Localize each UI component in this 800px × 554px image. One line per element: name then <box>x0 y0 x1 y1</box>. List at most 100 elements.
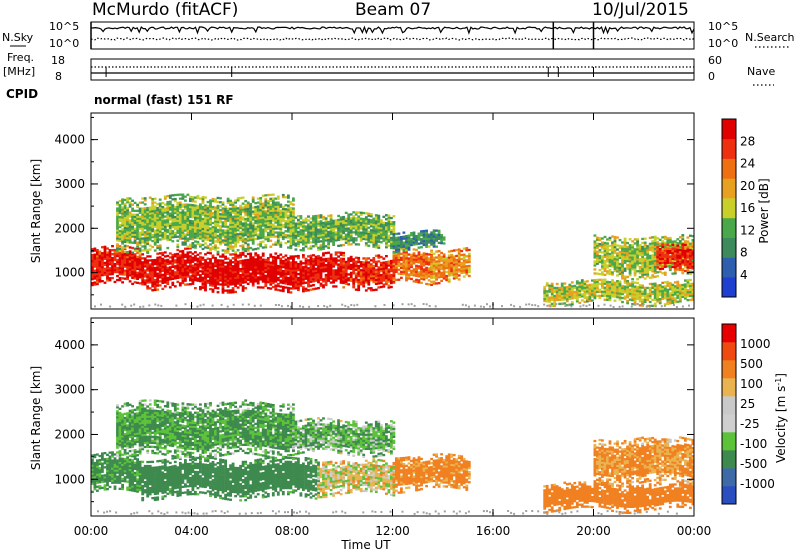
heatmap-cell <box>211 268 215 271</box>
heatmap-cell <box>357 229 361 232</box>
heatmap-cell <box>96 251 99 254</box>
heatmap-cell <box>307 275 310 278</box>
heatmap-cell <box>307 269 310 272</box>
heatmap-cell <box>606 282 609 286</box>
heatmap-cell <box>601 271 604 274</box>
heatmap-cell <box>116 235 119 238</box>
heatmap-cell <box>417 261 421 264</box>
heatmap-cell <box>591 291 594 294</box>
heatmap-cell <box>249 252 253 255</box>
heatmap-cell <box>465 269 469 272</box>
heatmap-cell <box>344 270 348 274</box>
heatmap-cell <box>171 208 175 211</box>
heatmap-cell <box>367 230 371 233</box>
heatmap-cell <box>387 244 391 247</box>
heatmap-cell <box>214 222 217 225</box>
heatmap-cell <box>259 242 263 246</box>
heatmap-cell <box>668 286 672 289</box>
heatmap-cell <box>558 298 562 301</box>
heatmap-cell <box>244 259 248 262</box>
heatmap-cell <box>354 278 358 281</box>
heatmap-cell <box>128 274 132 277</box>
heatmap-cell <box>317 234 320 237</box>
heatmap-cell <box>319 246 323 249</box>
heatmap-cell <box>397 258 401 261</box>
heatmap-cell <box>337 275 340 278</box>
heatmap-cell <box>269 287 273 290</box>
heatmap-cell <box>206 234 210 238</box>
heatmap-cell <box>184 213 187 216</box>
heatmap-cell <box>427 273 431 276</box>
heatmap-cell <box>606 264 609 267</box>
heatmap-cell <box>224 289 227 292</box>
heatmap-cell <box>206 226 210 230</box>
heatmap-cell <box>176 252 180 256</box>
heatmap-cell <box>131 235 134 238</box>
heatmap-cell <box>131 258 134 261</box>
heatmap-cell <box>616 296 619 299</box>
heatmap-cell <box>410 253 413 257</box>
heatmap-cell <box>462 263 466 266</box>
heatmap-cell <box>166 228 170 232</box>
heatmap-cell <box>191 206 195 209</box>
heatmap-cell <box>269 197 273 200</box>
heatmap-cell <box>266 271 270 274</box>
heatmap-cell <box>369 229 373 232</box>
heatmap-cell <box>339 261 343 264</box>
heatmap-cell <box>352 217 356 220</box>
heatmap-cell <box>374 226 378 229</box>
heatmap-cell <box>427 261 431 264</box>
heatmap-cell <box>292 257 295 260</box>
heatmap-cell <box>216 261 220 264</box>
heatmap-cell <box>312 219 315 222</box>
heatmap-cell <box>663 285 667 288</box>
heatmap-cell <box>256 258 260 261</box>
heatmap-cell <box>158 244 162 247</box>
heatmap-cell <box>322 264 325 267</box>
heatmap-cell <box>324 233 328 236</box>
heatmap-cell <box>357 235 361 238</box>
heatmap-cell <box>385 232 388 235</box>
heatmap-cell <box>385 255 388 258</box>
heatmap-cell <box>648 294 652 298</box>
heatmap-cell <box>226 199 230 202</box>
heatmap-cell <box>362 269 366 272</box>
heatmap-cell <box>106 267 109 270</box>
heatmap-cell <box>601 247 604 250</box>
heatmap-cell <box>176 225 180 228</box>
heatmap-cell <box>146 261 150 264</box>
heatmap-cell <box>178 211 182 214</box>
heatmap-cell <box>189 275 192 278</box>
heatmap-cell <box>173 253 177 256</box>
heatmap-cell <box>138 223 142 226</box>
heatmap-cell <box>141 257 145 260</box>
heatmap-cell <box>663 291 667 294</box>
heatmap-cell <box>545 300 549 303</box>
heatmap-cell <box>196 269 200 272</box>
heatmap-cell <box>196 218 200 222</box>
heatmap-cell <box>591 279 594 282</box>
heatmap-cell <box>96 270 99 274</box>
heatmap-cell <box>281 211 285 215</box>
heatmap-cell <box>374 236 378 239</box>
heatmap-cell <box>171 216 175 219</box>
heatmap-cell <box>118 217 122 221</box>
heatmap-cell <box>281 225 285 229</box>
heatmap-cell <box>194 208 197 211</box>
heatmap-cell <box>186 219 190 222</box>
heatmap-cell <box>126 199 129 202</box>
heatmap-cell <box>357 217 361 220</box>
heatmap-cell <box>623 285 627 288</box>
heatmap-cell <box>324 227 328 230</box>
heatmap-cell <box>573 286 577 290</box>
heatmap-cell <box>133 267 137 270</box>
heatmap-cell <box>251 234 255 237</box>
heatmap-cell <box>216 206 220 210</box>
heatmap-cell <box>156 235 160 238</box>
heatmap-cell <box>199 276 202 279</box>
heatmap-cell <box>211 288 215 291</box>
heatmap-cell <box>176 245 180 248</box>
heatmap-cell <box>209 209 212 212</box>
heatmap-cell <box>189 213 192 217</box>
heatmap-cell <box>294 277 298 280</box>
